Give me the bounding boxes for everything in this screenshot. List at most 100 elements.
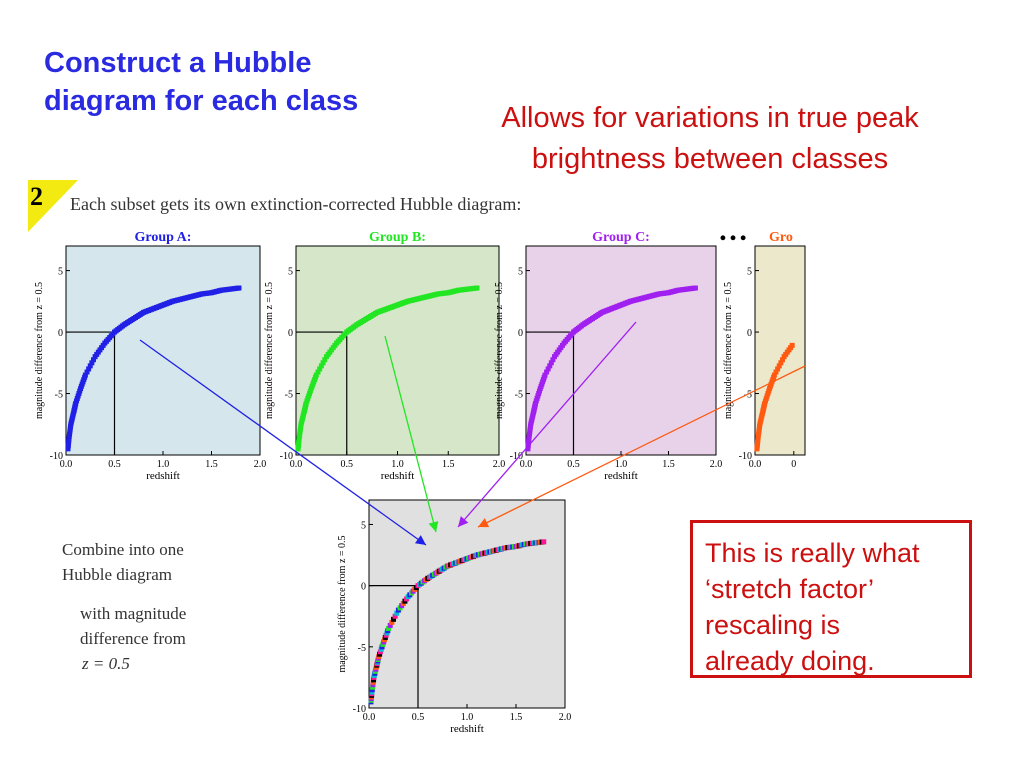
data-point bbox=[389, 619, 395, 625]
data-point bbox=[775, 366, 781, 372]
y-tick-label: 5 bbox=[288, 267, 293, 278]
data-point bbox=[391, 616, 396, 622]
x-tick-label: 0.5 bbox=[567, 459, 580, 470]
x-tick-label: 2.0 bbox=[710, 459, 723, 470]
data-point bbox=[317, 366, 323, 372]
y-tick-label: -10 bbox=[353, 704, 366, 715]
y-axis-label: magnitude difference from z = 0.5 bbox=[494, 282, 505, 419]
x-axis-label: redshift bbox=[604, 470, 638, 482]
plot-area bbox=[295, 245, 500, 456]
arrow-head bbox=[458, 516, 469, 527]
data-point bbox=[544, 369, 550, 375]
y-tick-label: 0 bbox=[747, 328, 752, 339]
x-tick-label: 1.5 bbox=[205, 459, 218, 470]
step-badge-triangle bbox=[28, 180, 78, 232]
data-point bbox=[548, 360, 554, 366]
x-tick-label: 1.0 bbox=[157, 459, 170, 470]
arrow-2 bbox=[384, 335, 439, 533]
callout-box: This is really what ‘stretch factor’ res… bbox=[690, 520, 972, 678]
data-point bbox=[320, 360, 326, 366]
y-tick-label: -5 bbox=[744, 390, 752, 401]
data-point bbox=[773, 369, 779, 375]
chart-panel-4: Gro 5 0 -5 -100.0 0 magnitude difference from … bbox=[723, 230, 806, 470]
combine-line-1: Combine into one bbox=[62, 540, 184, 559]
data-point bbox=[86, 366, 92, 372]
y-tick-label: 0 bbox=[361, 582, 366, 593]
data-point bbox=[89, 360, 95, 366]
chart-panel-2: Group B: 5 0 -5 -100.0 0.5 1.0 1.5 2.0 redshift ma… bbox=[264, 230, 505, 482]
data-point bbox=[313, 372, 319, 378]
arrow-4 bbox=[477, 365, 806, 528]
data-point bbox=[87, 363, 93, 369]
y-tick-label: -10 bbox=[739, 451, 752, 462]
chart-title: Group C: bbox=[592, 230, 650, 245]
arrow-line bbox=[477, 365, 806, 528]
combine-line-3: with magnitude bbox=[80, 604, 187, 623]
data-point bbox=[322, 357, 328, 363]
arrow-head bbox=[414, 535, 426, 545]
callout-line-4: already doing. bbox=[705, 646, 875, 676]
y-tick-label: 5 bbox=[58, 267, 63, 278]
title-line-1: Construct a Hubble bbox=[44, 47, 312, 79]
x-tick-label: 1.0 bbox=[615, 459, 628, 470]
x-tick-label: 0 bbox=[791, 459, 796, 470]
data-point bbox=[789, 342, 795, 348]
data-point bbox=[778, 360, 784, 366]
y-tick-label: -5 bbox=[358, 643, 366, 654]
chart-panel-5: 5 0 -5 -100.0 0.5 1.0 1.5 2.0 redshift magnitude … bbox=[337, 499, 572, 735]
combine-line-2: Hubble diagram bbox=[62, 565, 172, 584]
x-tick-label: 0.0 bbox=[60, 459, 73, 470]
callout-line-3: rescaling is bbox=[705, 610, 841, 640]
x-tick-label: 0.5 bbox=[412, 712, 425, 723]
arrow-line bbox=[139, 339, 427, 546]
data-point bbox=[386, 625, 392, 631]
data-point bbox=[236, 285, 242, 291]
arrow-line bbox=[457, 321, 637, 528]
y-tick-label: 5 bbox=[747, 267, 752, 278]
combine-line-4: difference from bbox=[80, 629, 186, 648]
y-axis-label: magnitude difference from z = 0.5 bbox=[264, 282, 275, 419]
y-tick-label: 0 bbox=[288, 328, 293, 339]
title-line-2: diagram for each class bbox=[44, 85, 359, 117]
y-tick-label: -10 bbox=[510, 451, 523, 462]
data-point bbox=[318, 363, 324, 369]
x-tick-label: 0.5 bbox=[341, 459, 354, 470]
y-tick-label: 5 bbox=[361, 520, 366, 531]
data-point bbox=[315, 369, 321, 375]
x-tick-label: 1.0 bbox=[391, 459, 404, 470]
data-point bbox=[541, 539, 547, 545]
data-point bbox=[547, 363, 553, 369]
data-point bbox=[387, 622, 393, 628]
x-tick-label: 2.0 bbox=[559, 712, 572, 723]
x-axis-label: redshift bbox=[450, 723, 484, 735]
y-tick-label: 0 bbox=[58, 328, 63, 339]
x-tick-label: 2.0 bbox=[493, 459, 506, 470]
data-point bbox=[771, 372, 777, 378]
combine-line-5: z = 0.5 bbox=[82, 654, 130, 673]
data-point bbox=[776, 363, 782, 369]
ellipsis-mark: … bbox=[718, 214, 748, 247]
x-tick-label: 0.5 bbox=[108, 459, 121, 470]
y-tick-label: 5 bbox=[518, 267, 523, 278]
arrow-3 bbox=[457, 321, 637, 528]
data-point bbox=[545, 366, 551, 372]
plot-area bbox=[65, 245, 261, 456]
y-axis-label: magnitude difference from z = 0.5 bbox=[337, 535, 348, 672]
x-tick-label: 2.0 bbox=[254, 459, 267, 470]
y-tick-label: -10 bbox=[280, 451, 293, 462]
arrow-head bbox=[478, 518, 490, 528]
x-tick-label: 0.0 bbox=[290, 459, 303, 470]
data-point bbox=[84, 369, 90, 375]
x-tick-label: 0.0 bbox=[520, 459, 533, 470]
step-caption: Each subset gets its own extinction-corr… bbox=[70, 194, 521, 214]
chart-panels: Group A:50-5-100.0 0.5 1.0 1.5 2.0redshiftma… bbox=[34, 230, 806, 735]
y-axis-label: magnitude difference from z = 0.5 bbox=[34, 282, 45, 419]
x-axis-label: redshift bbox=[146, 470, 180, 482]
data-point bbox=[474, 285, 480, 291]
x-tick-label: 0.0 bbox=[749, 459, 762, 470]
chart-panel-1: Group A: 5 0 -5 -100.0 0.5 1.0 1.5 2.0 redshift ma… bbox=[34, 230, 266, 482]
combine-text: Combine into one Hubble diagram with mag… bbox=[62, 537, 262, 676]
chart-title: Gro bbox=[769, 230, 793, 245]
chart-panel-3: Group C: 5 0 -5 -100.0 0.5 1.0 1.5 2.0 redshift ma… bbox=[494, 230, 722, 482]
